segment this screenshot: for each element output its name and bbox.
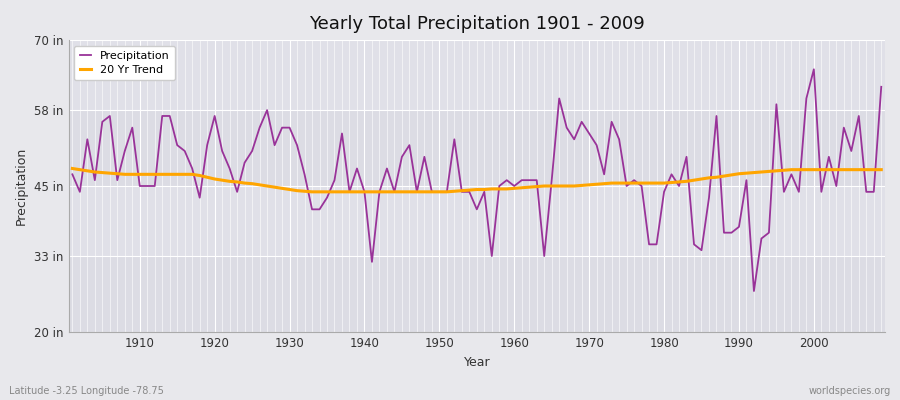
20 Yr Trend (67, 166, 77, 171)
20 Yr Trend (508, 186, 519, 191)
Precipitation (292, 143, 302, 148)
Precipitation (501, 178, 512, 182)
Line: 20 Yr Trend: 20 Yr Trend (72, 168, 881, 192)
Bar (68, 186, 885, 256)
Legend: Precipitation, 20 Yr Trend: Precipitation, 20 Yr Trend (74, 46, 175, 80)
20 Yr Trend (344, 190, 355, 194)
20 Yr Trend (517, 185, 527, 190)
20 Yr Trend (607, 181, 617, 186)
Precipitation (598, 172, 609, 177)
Precipitation (508, 184, 519, 188)
20 Yr Trend (292, 188, 302, 193)
Precipitation (67, 172, 77, 177)
Precipitation (337, 131, 347, 136)
Precipitation (127, 125, 138, 130)
20 Yr Trend (127, 172, 138, 177)
Precipitation (808, 67, 819, 72)
Bar (68, 110, 885, 186)
Bar (68, 256, 885, 332)
Bar (68, 40, 885, 110)
20 Yr Trend (876, 167, 886, 172)
20 Yr Trend (307, 190, 318, 194)
X-axis label: Year: Year (464, 356, 490, 369)
Precipitation (749, 289, 760, 294)
Text: Latitude -3.25 Longitude -78.75: Latitude -3.25 Longitude -78.75 (9, 386, 164, 396)
Title: Yearly Total Precipitation 1901 - 2009: Yearly Total Precipitation 1901 - 2009 (309, 15, 644, 33)
Precipitation (876, 84, 886, 89)
Text: worldspecies.org: worldspecies.org (809, 386, 891, 396)
Line: Precipitation: Precipitation (72, 69, 881, 291)
Y-axis label: Precipitation: Precipitation (15, 147, 28, 225)
